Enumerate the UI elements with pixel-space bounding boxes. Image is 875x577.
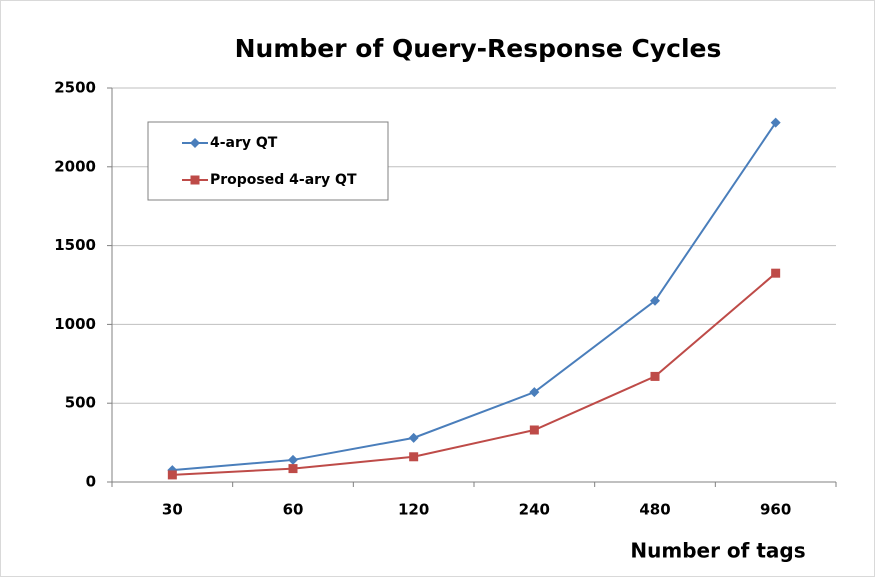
marker — [288, 454, 298, 465]
x-tick-label: 60 — [283, 501, 304, 519]
marker — [650, 371, 660, 381]
y-tick-label: 1000 — [54, 315, 96, 333]
y-tick-label: 0 — [86, 473, 96, 491]
x-tick-label: 30 — [162, 501, 183, 519]
chart-title: Number of Query-Response Cycles — [235, 34, 722, 63]
series-line — [172, 272, 777, 476]
y-tick-label: 2500 — [54, 79, 96, 97]
marker — [190, 138, 200, 148]
x-tick-label: 240 — [519, 501, 550, 519]
legend-box — [147, 121, 389, 201]
marker — [529, 425, 539, 435]
legend-label: Proposed 4-ary QT — [210, 172, 357, 188]
marker — [529, 387, 540, 398]
marker — [190, 175, 200, 185]
legend-label: 4-ary QT — [210, 135, 278, 151]
marker — [771, 268, 781, 278]
x-tick-label: 120 — [398, 501, 429, 519]
y-tick-label: 2000 — [54, 157, 96, 175]
y-tick-label: 1500 — [54, 236, 96, 254]
marker — [408, 432, 419, 443]
marker — [650, 295, 660, 306]
marker — [167, 470, 177, 480]
marker — [770, 117, 781, 128]
x-axis-label: Number of tags — [630, 539, 805, 563]
series-line — [172, 122, 777, 472]
marker — [288, 464, 298, 474]
y-tick-label: 500 — [65, 394, 96, 412]
marker — [409, 452, 419, 462]
x-tick-label: 480 — [639, 501, 670, 519]
x-tick-label: 960 — [760, 501, 791, 519]
